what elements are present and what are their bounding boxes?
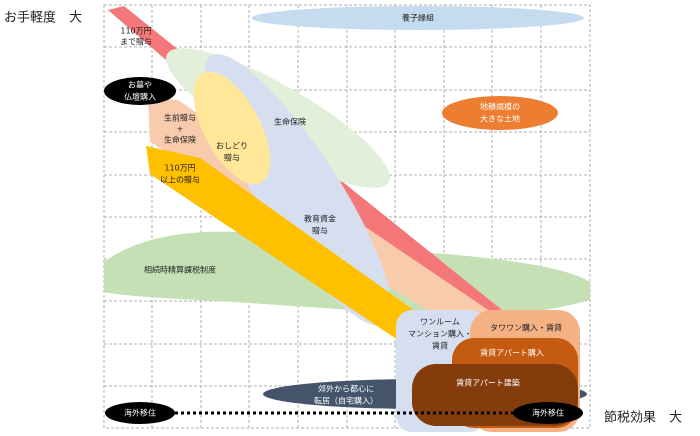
shape — [442, 96, 558, 130]
node-label: 仏壇購入 — [124, 92, 156, 102]
node-label: マンション購入・ — [408, 329, 472, 339]
node-label: 海外移住 — [532, 408, 564, 418]
node-label: まで贈与 — [120, 37, 152, 47]
shape — [193, 71, 271, 185]
node-label: 養子縁組 — [402, 13, 434, 23]
node-label: タワワン購入・賃貸 — [490, 323, 562, 333]
shape — [146, 146, 425, 340]
node-label: 生命保険 — [274, 117, 306, 127]
node-label: 以上の贈与 — [160, 175, 200, 185]
node-label: 相続時精算課税制度 — [144, 265, 216, 275]
node-label: 賃貸アパート建築 — [456, 378, 520, 388]
node-label: 転居（自宅購入） — [314, 396, 378, 406]
x-axis-label: 節税効果 大 — [604, 411, 682, 426]
node-label: 110万円 — [120, 27, 151, 36]
node-label: 贈与 — [224, 153, 240, 163]
node-label: 贈与 — [312, 226, 328, 236]
node-label: 賃貸 — [432, 341, 448, 351]
node-label: おしどり — [216, 142, 248, 151]
node-label: 地積規模の — [480, 102, 520, 112]
shape — [252, 6, 584, 30]
node-label: ワンルーム — [420, 318, 460, 327]
node-label: 郊外から都心に — [318, 384, 374, 394]
shape — [105, 402, 175, 424]
y-axis-label: お手軽度 大 — [4, 10, 82, 26]
node-label: 生命保険 — [164, 135, 196, 145]
node-label: 教育資金 — [304, 214, 336, 224]
shape — [513, 402, 583, 424]
node-label: + — [177, 125, 184, 134]
node-label: お墓や — [128, 80, 152, 90]
node-label: 生前贈与 — [164, 113, 196, 123]
node-label: 大きな土地 — [480, 114, 520, 124]
shape — [104, 77, 176, 105]
node-label: 海外移住 — [124, 408, 156, 418]
node-label: 110万円 — [164, 164, 195, 173]
node-label: 賃貸アパート購入 — [480, 348, 544, 358]
